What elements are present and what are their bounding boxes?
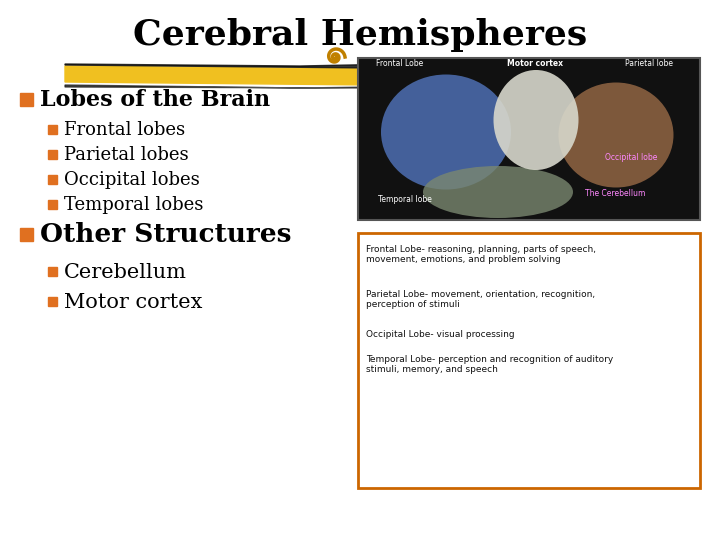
Text: Temporal lobe: Temporal lobe xyxy=(378,195,432,204)
Text: Occipital Lobe- visual processing: Occipital Lobe- visual processing xyxy=(366,330,515,339)
Ellipse shape xyxy=(559,83,673,187)
Polygon shape xyxy=(65,66,680,88)
FancyBboxPatch shape xyxy=(358,58,700,220)
Text: Frontal Lobe: Frontal Lobe xyxy=(376,59,423,68)
Text: Frontal Lobe- reasoning, planning, parts of speech,
movement, emotions, and prob: Frontal Lobe- reasoning, planning, parts… xyxy=(366,245,596,265)
Text: Parietal Lobe- movement, orientation, recognition,
perception of stimuli: Parietal Lobe- movement, orientation, re… xyxy=(366,290,595,309)
Text: Occipital lobe: Occipital lobe xyxy=(605,153,657,162)
Text: Cerebellum: Cerebellum xyxy=(64,262,187,281)
Text: Occipital lobes: Occipital lobes xyxy=(64,171,199,189)
Bar xyxy=(48,150,57,159)
Text: Parietal lobes: Parietal lobes xyxy=(64,146,189,164)
Polygon shape xyxy=(65,85,680,89)
FancyBboxPatch shape xyxy=(358,233,700,488)
Text: Motor cortex: Motor cortex xyxy=(507,59,563,68)
Bar xyxy=(48,297,57,306)
Bar xyxy=(20,228,33,241)
Ellipse shape xyxy=(493,70,578,170)
Text: Lobes of the Brain: Lobes of the Brain xyxy=(40,89,270,111)
Text: Frontal lobes: Frontal lobes xyxy=(64,121,185,139)
Bar xyxy=(48,200,57,209)
Bar xyxy=(48,267,57,276)
Ellipse shape xyxy=(423,166,573,218)
Polygon shape xyxy=(65,64,680,71)
Text: Other Structures: Other Structures xyxy=(40,222,292,247)
Text: Parietal lobe: Parietal lobe xyxy=(625,59,673,68)
Bar xyxy=(20,93,33,106)
Bar xyxy=(48,125,57,134)
Text: Temporal Lobe- perception and recognition of auditory
stimuli, memory, and speec: Temporal Lobe- perception and recognitio… xyxy=(366,355,613,374)
Text: Temporal lobes: Temporal lobes xyxy=(64,196,203,214)
Bar xyxy=(48,175,57,184)
Text: Cerebral Hemispheres: Cerebral Hemispheres xyxy=(133,18,587,52)
Text: Motor cortex: Motor cortex xyxy=(64,293,202,312)
Ellipse shape xyxy=(381,75,511,190)
Text: The Cerebellum: The Cerebellum xyxy=(585,189,645,198)
